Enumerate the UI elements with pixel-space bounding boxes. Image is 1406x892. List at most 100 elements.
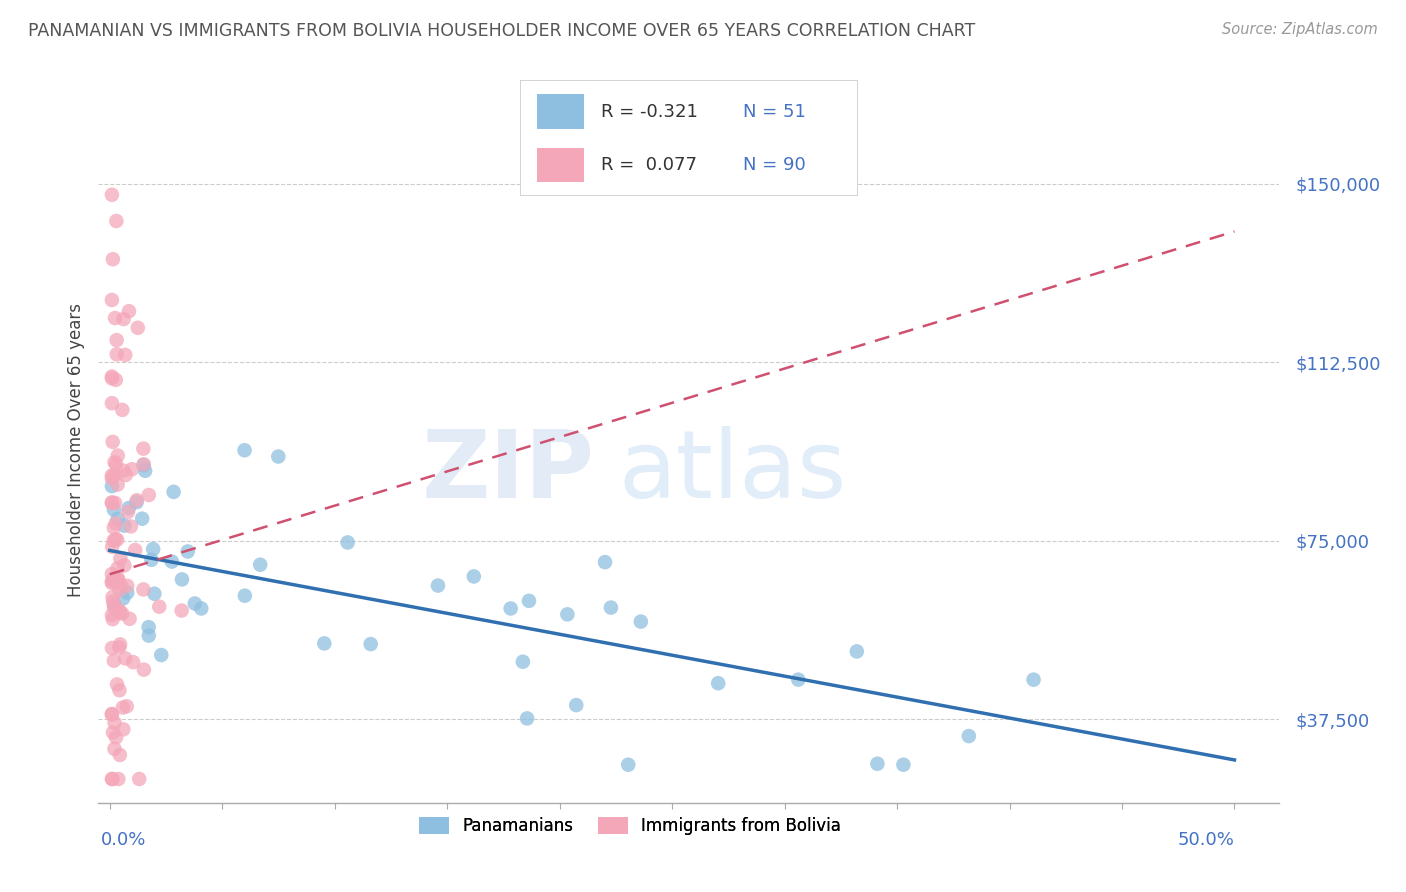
Point [101,434,124,449]
Point [107,477,129,491]
Point [105,214,128,228]
Point [104,533,127,547]
FancyBboxPatch shape [520,80,858,196]
Point [845,644,868,658]
Point [517,594,540,608]
Point [107,772,129,786]
Point [103,654,125,668]
Point [427,578,450,592]
Point [101,293,124,307]
Point [104,516,127,531]
Point [132,458,155,473]
Point [103,572,125,586]
Point [101,396,124,410]
Point [101,725,124,739]
Point [138,620,160,634]
Point [108,637,131,651]
Point [101,608,124,623]
Point [143,587,166,601]
Point [117,585,139,599]
Point [499,601,522,615]
Text: R =  0.077: R = 0.077 [602,156,697,174]
Point [103,600,125,615]
Point [105,533,128,547]
Point [557,607,579,622]
Point [104,574,127,589]
Point [134,464,156,478]
Point [160,555,183,569]
Point [162,484,184,499]
Point [115,699,138,714]
Point [104,373,127,387]
Text: ZIP: ZIP [422,425,595,517]
Point [112,518,135,533]
Point [101,706,124,721]
Point [101,496,124,510]
Point [125,495,148,509]
Point [101,479,124,493]
Point [132,442,155,456]
Point [105,677,128,691]
Y-axis label: Householder Income Over 65 years: Householder Income Over 65 years [66,303,84,598]
Point [111,607,134,621]
Point [112,464,135,478]
Point [128,772,150,786]
Point [138,629,160,643]
Point [104,731,127,745]
Point [150,648,173,662]
Point [112,312,135,326]
Point [103,468,125,483]
Point [107,449,129,463]
Point [565,698,588,712]
Point [111,403,134,417]
Text: N = 51: N = 51 [742,103,806,120]
Point [707,676,730,690]
Point [170,573,193,587]
Point [101,471,124,485]
Text: 50.0%: 50.0% [1178,831,1234,849]
Point [132,582,155,597]
Point [120,519,142,533]
Point [117,505,139,519]
Point [110,551,132,566]
Point [177,544,200,558]
FancyBboxPatch shape [537,147,585,182]
Legend: Panamanians, Immigrants from Bolivia: Panamanians, Immigrants from Bolivia [411,809,849,844]
Point [516,711,538,725]
Point [114,558,136,573]
Text: 0.0%: 0.0% [101,831,146,849]
Point [600,600,623,615]
Point [184,597,207,611]
Point [104,311,127,326]
Point [115,579,138,593]
Point [170,603,193,617]
Point [101,468,124,483]
Point [108,747,131,762]
Point [957,729,980,743]
Point [103,502,125,516]
Point [108,683,131,698]
Point [593,555,616,569]
Point [190,601,212,615]
Point [314,636,336,650]
Point [108,603,131,617]
Text: N = 90: N = 90 [742,156,806,174]
Point [122,655,145,669]
Point [101,640,124,655]
Point [360,637,382,651]
Point [512,655,534,669]
Point [121,462,143,476]
Point [124,543,146,558]
Point [787,673,810,687]
Point [107,573,129,587]
Point [103,715,125,730]
Text: PANAMANIAN VS IMMIGRANTS FROM BOLIVIA HOUSEHOLDER INCOME OVER 65 YEARS CORRELATI: PANAMANIAN VS IMMIGRANTS FROM BOLIVIA HO… [28,22,976,40]
Point [107,561,129,575]
Point [617,757,640,772]
Point [101,575,124,590]
Point [101,707,124,722]
Point [104,457,127,471]
Point [101,371,124,385]
Point [141,553,163,567]
Point [110,578,132,592]
